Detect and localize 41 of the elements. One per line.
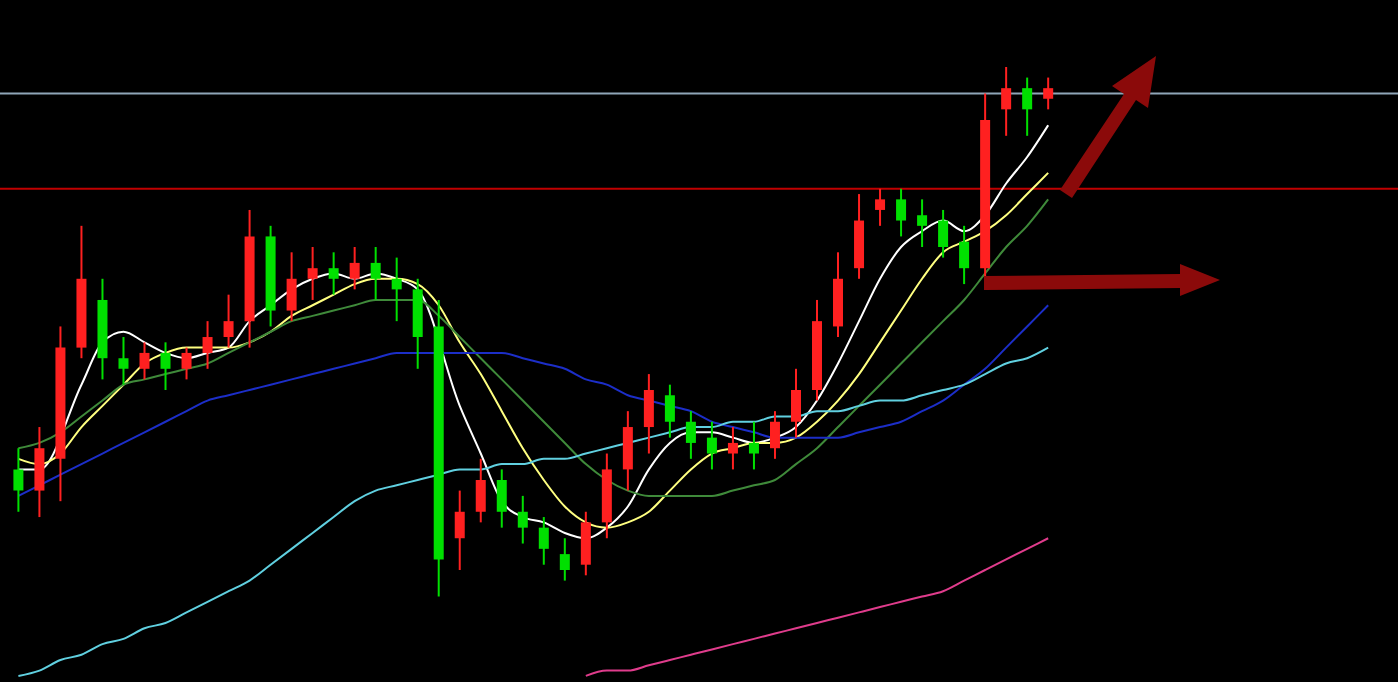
candlestick [664,383,675,439]
candlestick [160,341,171,391]
candlestick [517,494,528,545]
candlestick [475,457,486,524]
candlestick [496,468,507,529]
candlestick [748,420,759,471]
candlestick [559,537,570,582]
candlestick [833,251,844,339]
candlestick [854,193,865,280]
candlestick [118,336,129,386]
candlestick [286,251,297,323]
candlestick [202,320,213,370]
candlestick [706,420,717,471]
candlestick [223,293,234,349]
candlestick [769,410,780,460]
candlestick [580,510,591,577]
candlestick [685,410,696,460]
candlestick [938,208,949,259]
candlestick [1043,76,1054,111]
candlestick [139,341,150,381]
candlestick [181,346,192,381]
candlestick [34,426,45,519]
candlestick [917,198,928,249]
candlestick [454,489,465,572]
candlestick [328,251,339,296]
candlestick [538,516,549,566]
candlestick [349,246,360,291]
candlestick [959,224,970,286]
candlestick [875,187,886,227]
candlestick [727,426,738,471]
candlestick [622,410,633,492]
candlestick [412,277,423,370]
candlestick [370,246,381,301]
candlestick [643,373,654,455]
candlestick [307,246,318,301]
candlestick [896,187,907,238]
candlestick [1022,76,1033,137]
candlestick [1001,65,1012,137]
candlestick [790,367,801,439]
candlestick [391,256,402,323]
candlestick [13,447,24,513]
